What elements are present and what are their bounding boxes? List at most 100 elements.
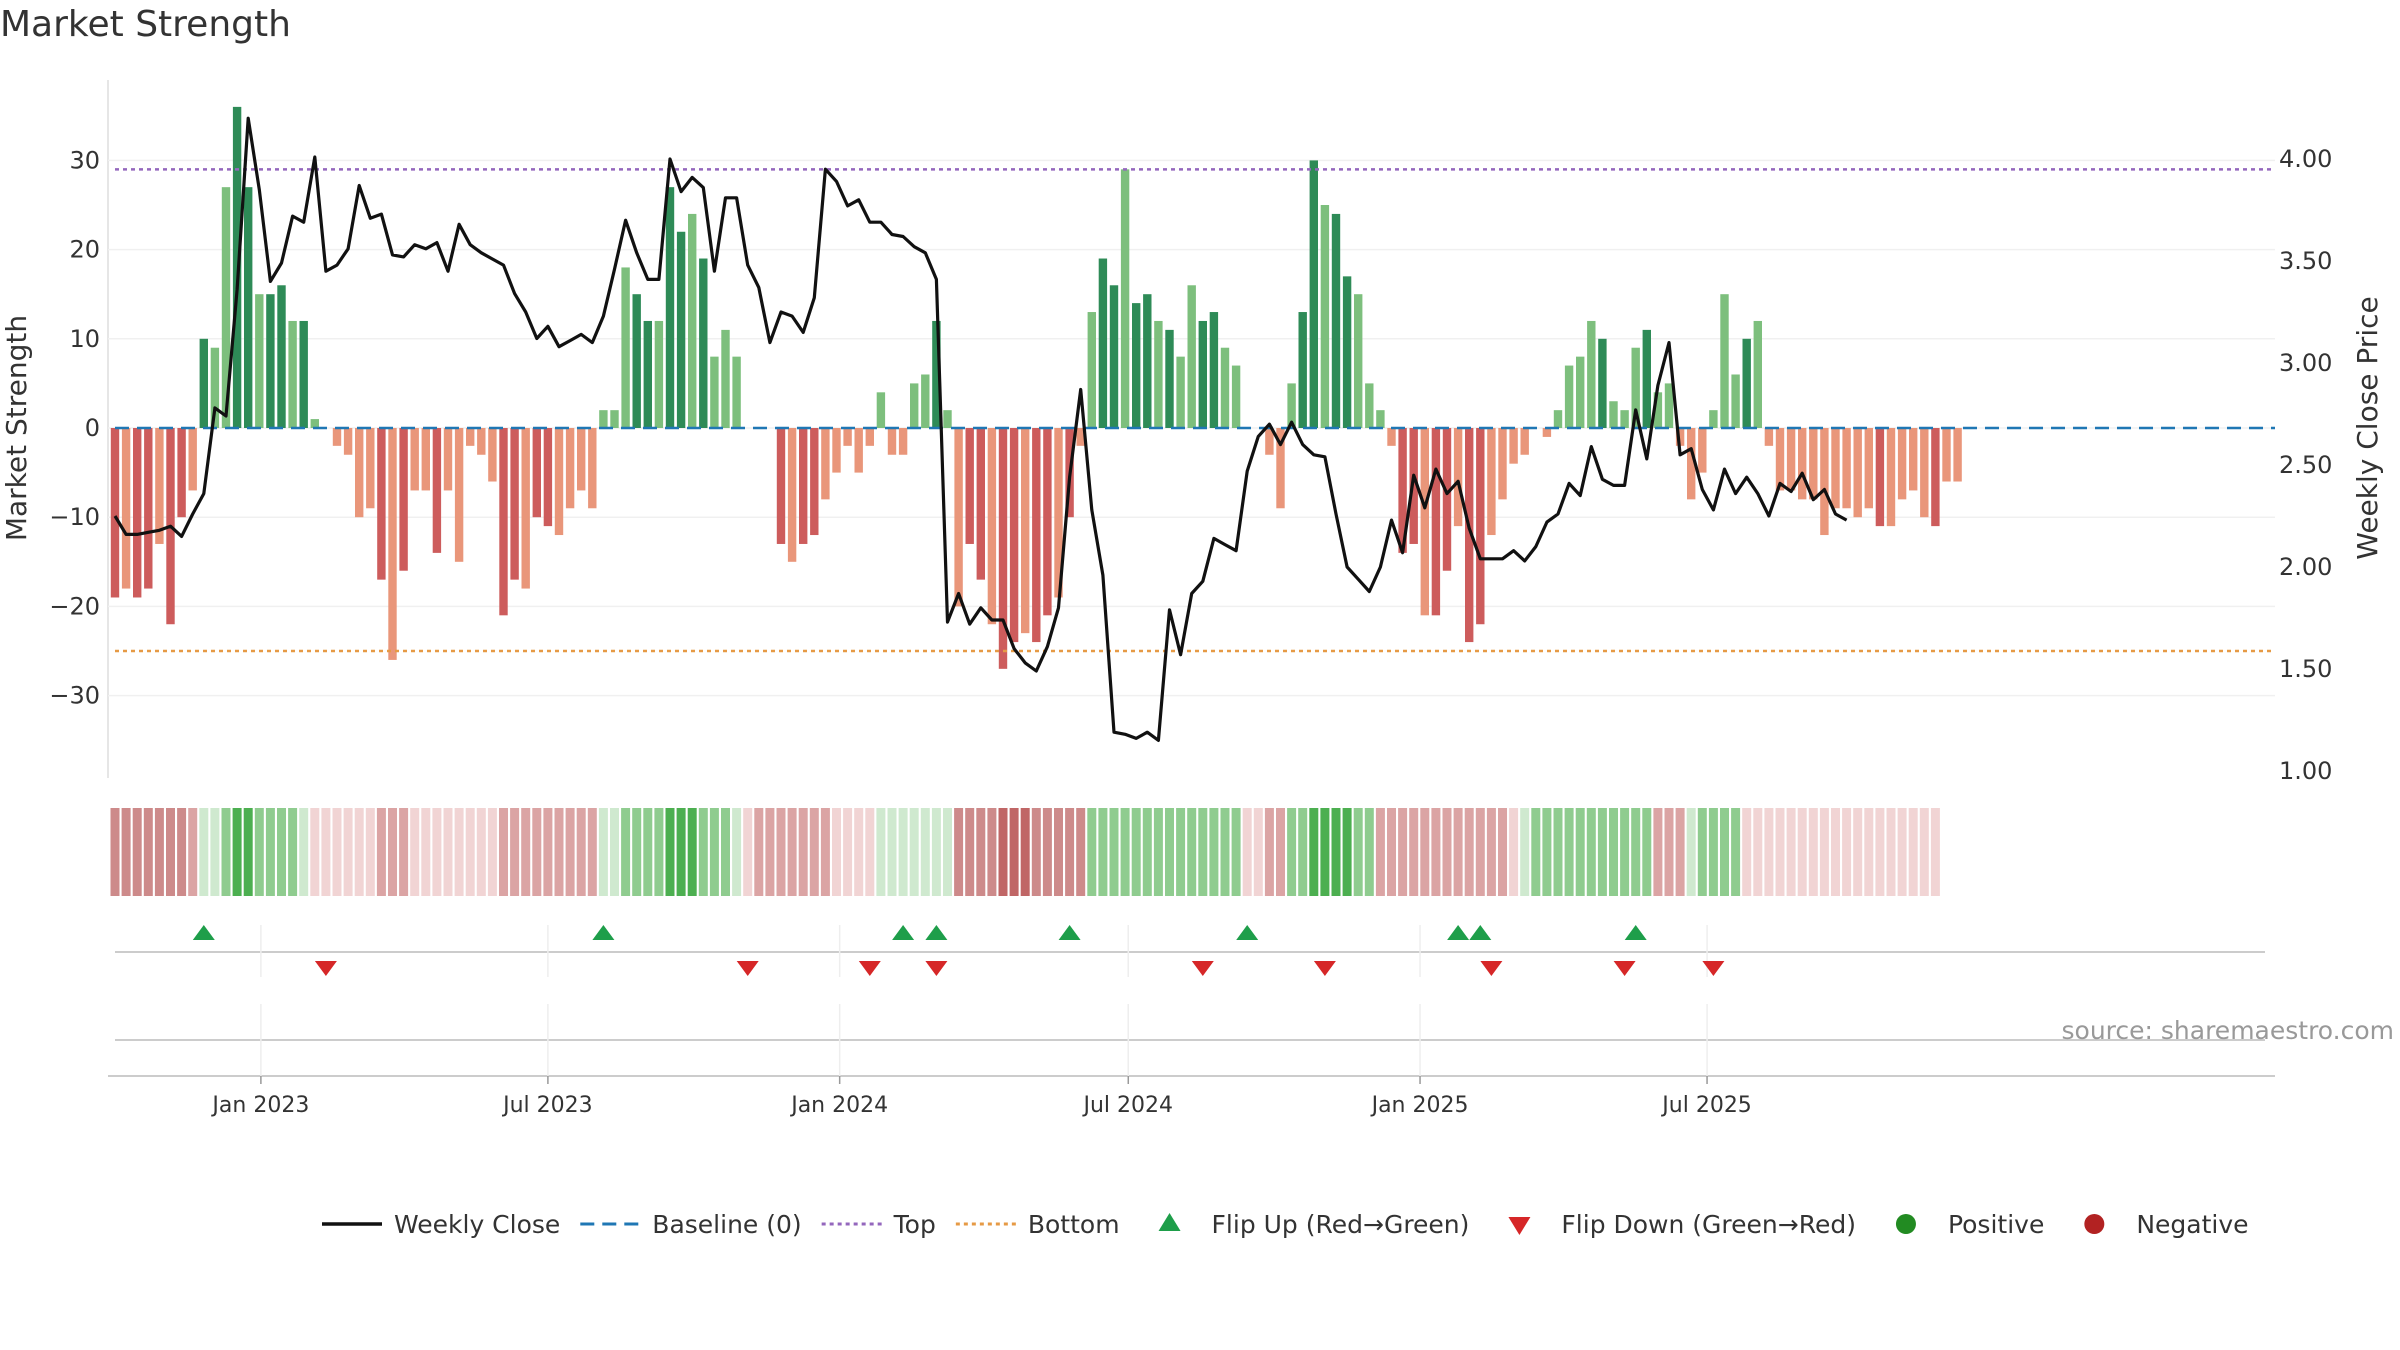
heat-cell xyxy=(1242,808,1252,896)
strength-bar xyxy=(432,428,442,553)
strength-bar xyxy=(1420,428,1429,616)
heat-cell xyxy=(1298,808,1308,896)
heat-cell xyxy=(143,808,153,896)
flip-down-marker xyxy=(1702,961,1725,976)
strength-bar xyxy=(521,428,530,589)
heat-cell xyxy=(743,808,753,896)
strength-bar xyxy=(1009,428,1019,643)
strength-bar xyxy=(343,428,353,455)
strength-bar xyxy=(1354,294,1363,428)
strength-bar xyxy=(976,428,985,580)
heat-cell xyxy=(1287,808,1297,896)
strength-bar xyxy=(699,258,708,428)
flip-down-marker xyxy=(1191,961,1214,976)
strength-bar xyxy=(121,428,131,589)
y-right-axis-label: Weekly Close Price xyxy=(2351,296,2384,559)
heat-cell xyxy=(1831,808,1840,896)
heat-cell xyxy=(288,808,298,896)
strength-bar xyxy=(1431,428,1441,616)
heat-cell xyxy=(1908,808,1918,896)
heat-cell xyxy=(1331,808,1341,896)
strength-bar xyxy=(210,347,220,428)
flip-up-marker xyxy=(1447,925,1470,940)
strength-bar xyxy=(987,428,997,625)
heat-cell xyxy=(1276,808,1285,896)
strength-bar xyxy=(1831,428,1840,509)
strength-bar xyxy=(288,320,297,428)
heat-cell xyxy=(1864,808,1874,896)
strength-bar xyxy=(1731,374,1740,428)
heat-cell xyxy=(277,808,286,896)
strength-bar xyxy=(133,428,142,598)
flip-down-marker xyxy=(314,961,337,976)
strength-bar xyxy=(1376,410,1385,428)
heat-cell xyxy=(1409,808,1419,896)
heat-cell xyxy=(1165,808,1174,896)
strength-bar xyxy=(355,428,364,518)
legend-item: Flip Down (Green→Red) xyxy=(1508,1210,1856,1239)
heat-cell xyxy=(232,808,242,896)
heat-cell xyxy=(199,808,209,896)
heat-cell xyxy=(1520,808,1530,896)
x-tick-label: Jul 2024 xyxy=(1082,1093,1174,1118)
heat-cell xyxy=(1631,808,1641,896)
heat-cell xyxy=(832,808,841,896)
heat-cell xyxy=(132,808,142,896)
flip-down-marker xyxy=(736,961,759,976)
strength-bar xyxy=(1154,320,1163,428)
heat-cell xyxy=(676,808,686,896)
heat-cell xyxy=(1475,808,1485,896)
heat-cell xyxy=(809,808,819,896)
heat-cell xyxy=(998,808,1008,896)
strength-bar xyxy=(1598,338,1607,428)
strength-bar xyxy=(1342,276,1352,428)
strength-bar xyxy=(1132,303,1141,428)
heat-cell xyxy=(1686,808,1696,896)
y-right-tick-label: 2.50 xyxy=(2279,451,2332,479)
y-right-tick-label: 3.00 xyxy=(2279,349,2332,377)
strength-bar xyxy=(921,374,930,428)
heat-cell xyxy=(1142,808,1152,896)
strength-bar xyxy=(799,428,808,544)
heat-cell xyxy=(376,808,386,896)
heat-cell xyxy=(1509,808,1519,896)
legend-item: Top xyxy=(821,1210,936,1239)
heat-cell xyxy=(765,808,775,896)
strength-bar xyxy=(110,428,120,598)
heat-cell xyxy=(632,808,642,896)
strength-bar xyxy=(821,428,830,500)
x-tick-label: Jan 2024 xyxy=(789,1093,888,1118)
strength-bar xyxy=(665,187,675,428)
strength-bar xyxy=(1120,169,1130,428)
strength-bar xyxy=(244,187,253,428)
strength-bar xyxy=(1664,383,1674,428)
strength-bar xyxy=(832,428,841,473)
heat-cell xyxy=(243,808,253,896)
strength-bar xyxy=(532,428,541,518)
heat-cell xyxy=(698,808,708,896)
heat-cell xyxy=(1875,808,1885,896)
y-right-tick-label: 4.00 xyxy=(2279,145,2332,173)
y-left-tick-label: −20 xyxy=(49,592,100,620)
heat-cell xyxy=(510,808,520,896)
strength-bar xyxy=(1032,428,1041,643)
heat-cell xyxy=(776,808,786,896)
heat-cell xyxy=(1753,808,1763,896)
strength-bar xyxy=(1287,383,1296,428)
heat-cell xyxy=(887,808,897,896)
heat-cell xyxy=(1009,808,1019,896)
flip-up-marker xyxy=(1624,925,1647,940)
strength-bar xyxy=(1609,401,1618,428)
strength-bar xyxy=(1620,410,1629,428)
strength-bar xyxy=(810,428,819,536)
heat-cell xyxy=(321,808,331,896)
strength-bar xyxy=(1365,383,1374,428)
strength-bar xyxy=(1320,205,1330,428)
strength-bar xyxy=(943,410,952,428)
strength-bar xyxy=(577,428,586,491)
legend-label: Baseline (0) xyxy=(652,1210,801,1239)
strength-bar xyxy=(1209,312,1219,428)
heat-cell xyxy=(476,808,486,896)
heat-cell xyxy=(1431,808,1441,896)
strength-bar xyxy=(1875,428,1885,527)
